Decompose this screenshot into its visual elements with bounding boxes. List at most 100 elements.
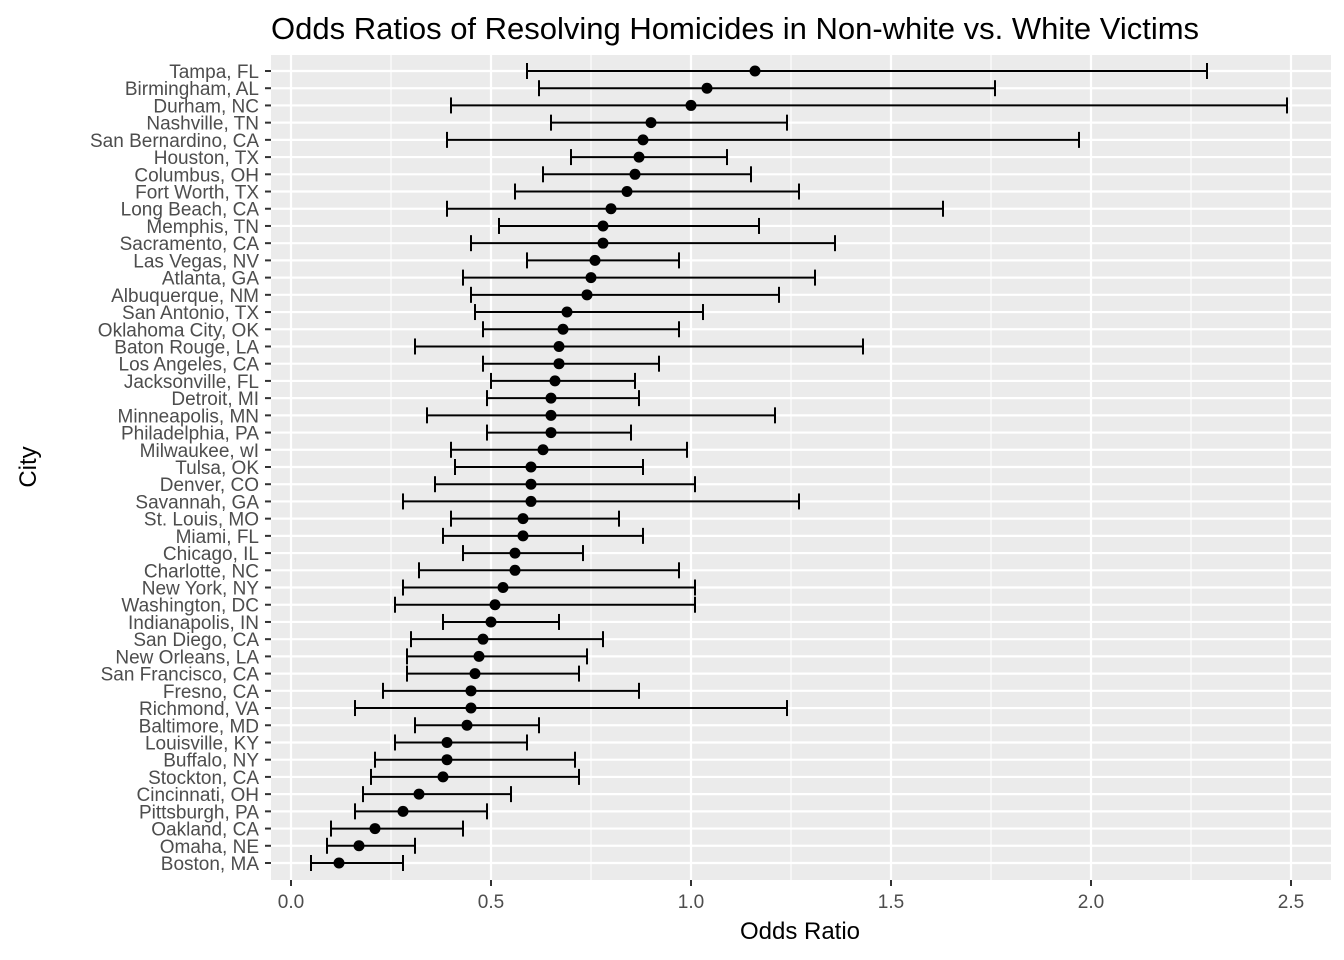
y-tick-label: Minneapolis, MN bbox=[118, 406, 260, 427]
x-tick-label: 2.5 bbox=[1278, 892, 1304, 913]
y-tick-label: Fresno, CA bbox=[163, 682, 259, 703]
y-tick-label: Richmond, VA bbox=[139, 699, 259, 720]
data-point bbox=[701, 82, 713, 94]
y-tick-label: Nashville, TN bbox=[146, 114, 259, 135]
data-point bbox=[685, 99, 697, 111]
data-point bbox=[545, 392, 557, 404]
x-axis: 0.0 0.5 1.0 1.5 2.0 2.5 bbox=[278, 880, 1304, 913]
y-tick-label: Oklahoma City, OK bbox=[98, 320, 260, 341]
data-point bbox=[597, 220, 609, 232]
error-bars bbox=[310, 63, 1288, 871]
y-tick-label: Sacramento, CA bbox=[120, 234, 260, 255]
x-axis-title: Odds Ratio bbox=[740, 918, 860, 945]
y-tick-label: Omaha, NE bbox=[160, 837, 259, 858]
x-tick-label: 1.0 bbox=[678, 892, 704, 913]
y-tick-label: Buffalo, NY bbox=[163, 751, 259, 772]
data-point bbox=[597, 237, 609, 249]
chart-title: Odds Ratios of Resolving Homicides in No… bbox=[271, 11, 1199, 46]
y-tick-label: San Francisco, CA bbox=[101, 665, 260, 686]
points bbox=[333, 65, 761, 869]
y-tick-label: Fort Worth, TX bbox=[135, 183, 259, 204]
y-tick-label: Oakland, CA bbox=[151, 820, 259, 841]
data-point bbox=[545, 427, 557, 439]
y-tick-label: Indianapolis, IN bbox=[128, 613, 259, 634]
data-point bbox=[413, 788, 425, 800]
data-point bbox=[469, 668, 481, 680]
y-tick-label: St. Louis, MO bbox=[144, 510, 259, 531]
data-point bbox=[553, 340, 565, 352]
y-tick-label: Louisville, KY bbox=[145, 733, 259, 754]
y-tick-label: Baton Rouge, LA bbox=[114, 337, 259, 358]
data-point bbox=[561, 306, 573, 318]
data-point bbox=[525, 478, 537, 490]
data-point bbox=[549, 375, 561, 387]
data-point bbox=[525, 461, 537, 473]
data-point bbox=[437, 771, 449, 783]
y-tick-label: Durham, NC bbox=[153, 96, 259, 117]
data-point bbox=[581, 289, 593, 301]
y-axis-title: City bbox=[15, 446, 42, 487]
data-point bbox=[461, 719, 473, 731]
y-tick-label: Miami, FL bbox=[176, 527, 259, 548]
y-tick-label: Jacksonville, FL bbox=[124, 372, 259, 393]
y-tick-label: Las Vegas, NV bbox=[133, 251, 259, 272]
y-tick-label: Long Beach, CA bbox=[121, 200, 260, 221]
y-tick-label: Columbus, OH bbox=[134, 165, 259, 186]
data-point bbox=[645, 117, 657, 129]
y-tick-label: Chicago, IL bbox=[163, 544, 259, 565]
data-point bbox=[333, 857, 345, 869]
y-tick-label: Los Angeles, CA bbox=[119, 355, 260, 376]
data-point bbox=[353, 840, 365, 852]
data-point bbox=[589, 254, 601, 266]
data-point bbox=[621, 186, 633, 198]
x-tick-label: 0.0 bbox=[278, 892, 304, 913]
data-point bbox=[629, 168, 641, 180]
data-point bbox=[517, 530, 529, 542]
y-tick-label: Washington, DC bbox=[121, 596, 259, 617]
x-tick-label: 0.5 bbox=[478, 892, 504, 913]
x-tick-label: 2.0 bbox=[1078, 892, 1104, 913]
data-point bbox=[497, 582, 509, 594]
data-point bbox=[517, 513, 529, 525]
data-point bbox=[465, 702, 477, 714]
y-tick-label: Detroit, MI bbox=[171, 389, 259, 410]
data-point bbox=[473, 650, 485, 662]
y-tick-label: Philadelphia, PA bbox=[121, 424, 259, 445]
y-tick-label: Boston, MA bbox=[161, 854, 260, 875]
y-tick-label: New Orleans, LA bbox=[115, 647, 259, 668]
y-tick-label: Cincinnati, OH bbox=[137, 785, 260, 806]
y-tick-label: San Diego, CA bbox=[133, 630, 259, 651]
x-tick-label: 1.5 bbox=[878, 892, 904, 913]
y-tick-label: Tampa, FL bbox=[169, 62, 259, 83]
y-tick-label: Baltimore, MD bbox=[139, 716, 259, 737]
data-point bbox=[525, 495, 537, 507]
data-point bbox=[637, 134, 649, 146]
y-tick-label: Stockton, CA bbox=[148, 768, 259, 789]
data-point bbox=[545, 409, 557, 421]
y-tick-label: Charlotte, NC bbox=[144, 561, 259, 582]
data-point bbox=[477, 633, 489, 645]
y-tick-label: Milwaukee, wI bbox=[140, 441, 259, 462]
y-tick-label: Memphis, TN bbox=[146, 217, 259, 238]
data-point bbox=[369, 823, 381, 835]
y-tick-label: Houston, TX bbox=[154, 148, 260, 169]
y-tick-label: New York, NY bbox=[142, 579, 260, 600]
y-tick-label: Savannah, GA bbox=[135, 492, 259, 513]
y-tick-label: San Antonio, TX bbox=[122, 303, 259, 324]
data-point bbox=[633, 151, 645, 163]
data-point bbox=[509, 564, 521, 576]
data-point bbox=[749, 65, 761, 77]
data-point bbox=[585, 272, 597, 284]
data-point bbox=[557, 323, 569, 335]
y-tick-label: Albuquerque, NM bbox=[111, 286, 259, 307]
y-tick-label: Tulsa, OK bbox=[175, 458, 259, 479]
data-point bbox=[465, 685, 477, 697]
data-point bbox=[537, 444, 549, 456]
data-point bbox=[441, 736, 453, 748]
y-tick-label: Birmingham, AL bbox=[125, 79, 259, 100]
y-tick-label: Pittsburgh, PA bbox=[139, 802, 259, 823]
data-point bbox=[489, 599, 501, 611]
data-point bbox=[441, 754, 453, 766]
